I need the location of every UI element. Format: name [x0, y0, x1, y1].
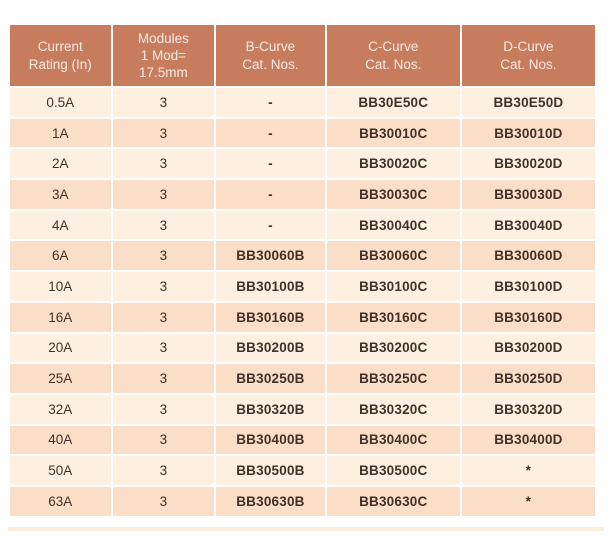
header-b-curve: B-Curve Cat. Nos. — [216, 25, 325, 86]
modules-cell: 3 — [112, 118, 215, 148]
table-row: 4A 3 - BB30040C BB30040D — [10, 210, 595, 240]
c-curve-cell: BB30400C — [326, 425, 460, 455]
table-row: 16A 3 BB30160B BB30160C BB30160D — [10, 302, 595, 332]
c-curve-cell: BB30500C — [326, 456, 460, 485]
header-d-curve: D-Curve Cat. Nos. — [461, 25, 595, 86]
catalog-table: Current Rating (In) Modules 1 Mod= 17.5m… — [10, 25, 595, 516]
header-c-curve: C-Curve Cat. Nos. — [326, 25, 460, 86]
table-row: 0.5A 3 - BB30E50C BB30E50D — [10, 88, 595, 117]
b-curve-cell: - — [216, 88, 325, 117]
table-row: 63A 3 BB30630B BB30630C * — [10, 486, 595, 516]
modules-cell: 3 — [112, 88, 215, 117]
bottom-accent-band — [8, 527, 604, 531]
d-curve-cell: * — [461, 456, 595, 485]
current-rating-cell: 4A — [10, 210, 111, 240]
d-curve-cell: BB30160D — [461, 302, 595, 332]
current-rating-cell: 0.5A — [10, 88, 111, 117]
c-curve-cell: BB30040C — [326, 210, 460, 240]
table-row: 6A 3 BB30060B BB30060C BB30060D — [10, 241, 595, 271]
b-curve-cell: - — [216, 180, 325, 209]
c-curve-cell: BB30320C — [326, 394, 460, 424]
current-rating-cell: 32A — [10, 394, 111, 424]
c-curve-cell: BB30030C — [326, 180, 460, 209]
modules-cell: 3 — [112, 394, 215, 424]
c-curve-cell: BB30020C — [326, 149, 460, 179]
current-rating-cell: 2A — [10, 149, 111, 179]
b-curve-cell: - — [216, 149, 325, 179]
table-header-row: Current Rating (In) Modules 1 Mod= 17.5m… — [10, 25, 595, 86]
modules-cell: 3 — [112, 364, 215, 393]
b-curve-cell: BB30250B — [216, 364, 325, 393]
d-curve-cell: BB30320D — [461, 394, 595, 424]
current-rating-cell: 3A — [10, 180, 111, 209]
modules-cell: 3 — [112, 456, 215, 485]
b-curve-cell: - — [216, 210, 325, 240]
current-rating-cell: 10A — [10, 272, 111, 301]
table-row: 25A 3 BB30250B BB30250C BB30250D — [10, 364, 595, 393]
b-curve-cell: BB30630B — [216, 486, 325, 516]
modules-cell: 3 — [112, 149, 215, 179]
c-curve-cell: BB30250C — [326, 364, 460, 393]
modules-cell: 3 — [112, 425, 215, 455]
b-curve-cell: BB30500B — [216, 456, 325, 485]
modules-cell: 3 — [112, 486, 215, 516]
b-curve-cell: BB30200B — [216, 333, 325, 363]
c-curve-cell: BB30100C — [326, 272, 460, 301]
c-curve-cell: BB30200C — [326, 333, 460, 363]
c-curve-cell: BB30630C — [326, 486, 460, 516]
table-row: 32A 3 BB30320B BB30320C BB30320D — [10, 394, 595, 424]
d-curve-cell: BB30010D — [461, 118, 595, 148]
c-curve-cell: BB30E50C — [326, 88, 460, 117]
b-curve-cell: BB30320B — [216, 394, 325, 424]
d-curve-cell: BB30040D — [461, 210, 595, 240]
table-row: 2A 3 - BB30020C BB30020D — [10, 149, 595, 179]
table-row: 50A 3 BB30500B BB30500C * — [10, 456, 595, 485]
d-curve-cell: BB30020D — [461, 149, 595, 179]
d-curve-cell: BB30400D — [461, 425, 595, 455]
d-curve-cell: BB30060D — [461, 241, 595, 271]
current-rating-cell: 20A — [10, 333, 111, 363]
current-rating-cell: 1A — [10, 118, 111, 148]
b-curve-cell: BB30160B — [216, 302, 325, 332]
modules-cell: 3 — [112, 272, 215, 301]
current-rating-cell: 63A — [10, 486, 111, 516]
table-row: 20A 3 BB30200B BB30200C BB30200D — [10, 333, 595, 363]
modules-cell: 3 — [112, 180, 215, 209]
c-curve-cell: BB30010C — [326, 118, 460, 148]
c-curve-cell: BB30060C — [326, 241, 460, 271]
current-rating-cell: 16A — [10, 302, 111, 332]
b-curve-cell: BB30400B — [216, 425, 325, 455]
b-curve-cell: BB30060B — [216, 241, 325, 271]
d-curve-cell: BB30100D — [461, 272, 595, 301]
modules-cell: 3 — [112, 210, 215, 240]
d-curve-cell: BB30200D — [461, 333, 595, 363]
table-row: 3A 3 - BB30030C BB30030D — [10, 180, 595, 209]
d-curve-cell: BB30E50D — [461, 88, 595, 117]
current-rating-cell: 40A — [10, 425, 111, 455]
current-rating-cell: 25A — [10, 364, 111, 393]
modules-cell: 3 — [112, 241, 215, 271]
modules-cell: 3 — [112, 302, 215, 332]
b-curve-cell: - — [216, 118, 325, 148]
d-curve-cell: BB30030D — [461, 180, 595, 209]
modules-cell: 3 — [112, 333, 215, 363]
table-row: 1A 3 - BB30010C BB30010D — [10, 118, 595, 148]
current-rating-cell: 6A — [10, 241, 111, 271]
d-curve-cell: BB30250D — [461, 364, 595, 393]
table-row: 40A 3 BB30400B BB30400C BB30400D — [10, 425, 595, 455]
header-modules: Modules 1 Mod= 17.5mm — [112, 25, 215, 86]
c-curve-cell: BB30160C — [326, 302, 460, 332]
current-rating-cell: 50A — [10, 456, 111, 485]
table-row: 10A 3 BB30100B BB30100C BB30100D — [10, 272, 595, 301]
d-curve-cell: * — [461, 486, 595, 516]
b-curve-cell: BB30100B — [216, 272, 325, 301]
header-current-rating: Current Rating (In) — [10, 25, 111, 86]
